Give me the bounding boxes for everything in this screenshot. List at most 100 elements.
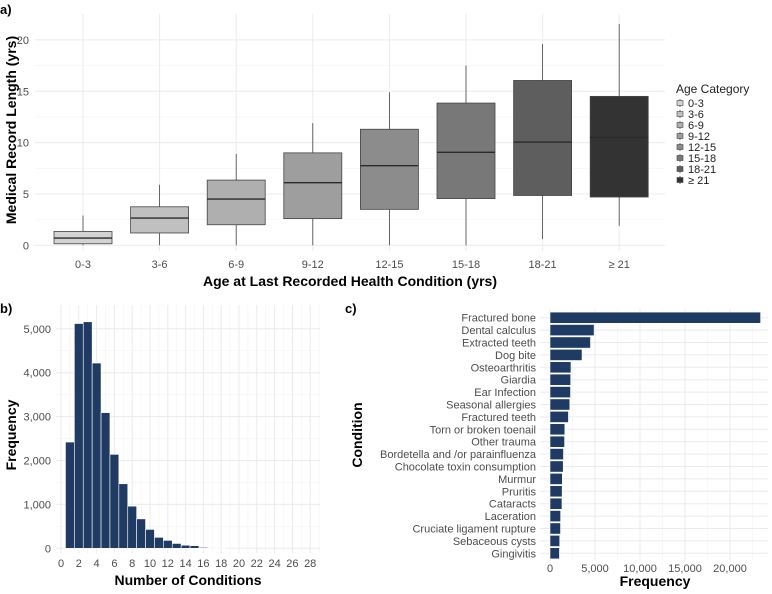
y-tick-label: 5,000 <box>23 324 51 336</box>
x-tick-label: 5,000 <box>581 563 609 575</box>
condition-bar <box>549 534 561 547</box>
y-tick-label: Chocolate toxin consumption <box>395 462 536 474</box>
box <box>206 179 266 226</box>
y-tick-label: 0 <box>23 240 29 252</box>
histogram-bar <box>109 454 120 549</box>
histogram-bar <box>189 545 200 549</box>
legend-item: 3-6 <box>676 109 704 121</box>
y-tick-label: 2,000 <box>23 456 51 468</box>
legend-key-box-icon <box>676 111 684 117</box>
y-tick-label: Ear Infection <box>474 387 536 399</box>
condition-bar <box>549 448 564 460</box>
y-tick-label: Torn or broken toenail <box>430 424 536 436</box>
condition-bar <box>549 460 564 473</box>
y-tick-label: 10 <box>17 138 29 150</box>
y-tick-label: 4,000 <box>23 368 51 380</box>
legend-label: 6-9 <box>688 120 704 132</box>
y-tick-label: Laceration <box>485 511 536 523</box>
legend-key-box-icon <box>676 166 684 172</box>
legend-item: 15-18 <box>676 153 716 165</box>
box <box>436 102 496 199</box>
box <box>589 95 649 198</box>
y-tick-label: 20 <box>17 35 29 47</box>
histogram-bar <box>207 547 218 549</box>
legend-item: 12-15 <box>676 142 716 154</box>
x-tick-label: 20 <box>233 558 245 570</box>
x-axis-title: Age at Last Recorded Health Condition (y… <box>203 273 497 289</box>
histogram-bar <box>118 483 129 549</box>
x-tick-label: ≥ 21 <box>609 259 630 271</box>
legend-label: 12-15 <box>688 142 716 154</box>
x-tick-label: 15,000 <box>668 563 702 575</box>
x-tick-label: 10,000 <box>623 563 657 575</box>
y-tick-label: Cruciate ligament rupture <box>412 524 536 536</box>
legend-key-box-icon <box>676 177 684 183</box>
x-tick-label: 15-18 <box>452 259 480 271</box>
x-axis-title: Number of Conditions <box>115 572 262 588</box>
histogram-bar <box>100 412 111 549</box>
legend-title: Age Category <box>676 82 749 96</box>
x-tick-label: 24 <box>268 558 280 570</box>
condition-bar <box>549 547 560 560</box>
box-12-15 <box>359 92 419 246</box>
y-tick-label: Gingivitis <box>491 548 536 560</box>
y-axis-title: Condition <box>349 402 365 467</box>
x-tick-label: 28 <box>304 558 316 570</box>
x-tick-label: 16 <box>197 558 209 570</box>
condition-bar <box>549 311 761 324</box>
x-tick-label: 12 <box>162 558 174 570</box>
histogram-bar <box>198 547 209 549</box>
histogram-bar <box>163 540 173 549</box>
box <box>513 80 572 196</box>
box-0-3 <box>53 215 113 246</box>
legend-item: 6-9 <box>676 120 704 132</box>
x-tick-label: 0 <box>58 558 64 570</box>
legend-item: 18-21 <box>676 164 716 176</box>
y-tick-label: 15 <box>17 86 29 98</box>
legend-key-box-icon <box>676 122 684 128</box>
histogram-bar <box>145 529 155 549</box>
y-tick-label: Bordetella and /or parainfluenza <box>380 449 537 461</box>
y-tick-label: Fractured teeth <box>461 412 536 424</box>
x-tick-label: 14 <box>179 558 191 570</box>
y-tick-label: Pruritis <box>502 486 537 498</box>
x-tick-label: 0 <box>547 563 553 575</box>
y-tick-label: Sebaceous cysts <box>453 536 537 548</box>
box <box>130 206 190 234</box>
legend: Age Category 0-33-66-99-1212-1515-1818-21… <box>676 82 749 187</box>
legend-label: 15-18 <box>688 153 716 165</box>
x-axis-title: Frequency <box>620 573 691 589</box>
legend-item: 0-3 <box>676 98 704 110</box>
histogram-bar <box>65 441 75 549</box>
condition-bar <box>549 373 572 386</box>
histogram-bar <box>171 543 182 549</box>
condition-bar <box>549 410 569 423</box>
histogram-bar <box>216 547 226 549</box>
legend-label: ≥ 21 <box>688 175 709 187</box>
x-tick-label: 0-3 <box>75 259 91 271</box>
condition-bar <box>549 324 595 336</box>
histogram-bar <box>127 505 137 549</box>
histogram-bar <box>74 323 84 549</box>
x-tick-label: 8 <box>129 558 135 570</box>
y-tick-label: Dental calculus <box>461 325 536 337</box>
box-6-9 <box>206 153 266 246</box>
box-9-12 <box>283 123 343 246</box>
x-tick-label: 3-6 <box>152 259 168 271</box>
x-tick-label: 9-12 <box>302 259 324 271</box>
y-axis-title: Medical Record Length (yrs) <box>3 36 19 224</box>
condition-bar <box>549 497 563 510</box>
condition-bar <box>549 348 583 361</box>
box-18-21 <box>513 44 572 240</box>
y-tick-label: Dog bite <box>495 350 536 362</box>
condition-bar <box>549 522 561 535</box>
condition-bar <box>549 485 563 498</box>
y-tick-label: Seasonal allergies <box>446 400 536 412</box>
y-tick-label: 5 <box>23 189 29 201</box>
histogram-bar <box>180 544 191 549</box>
legend-label: 9-12 <box>688 131 710 143</box>
legend-label: 18-21 <box>688 164 716 176</box>
